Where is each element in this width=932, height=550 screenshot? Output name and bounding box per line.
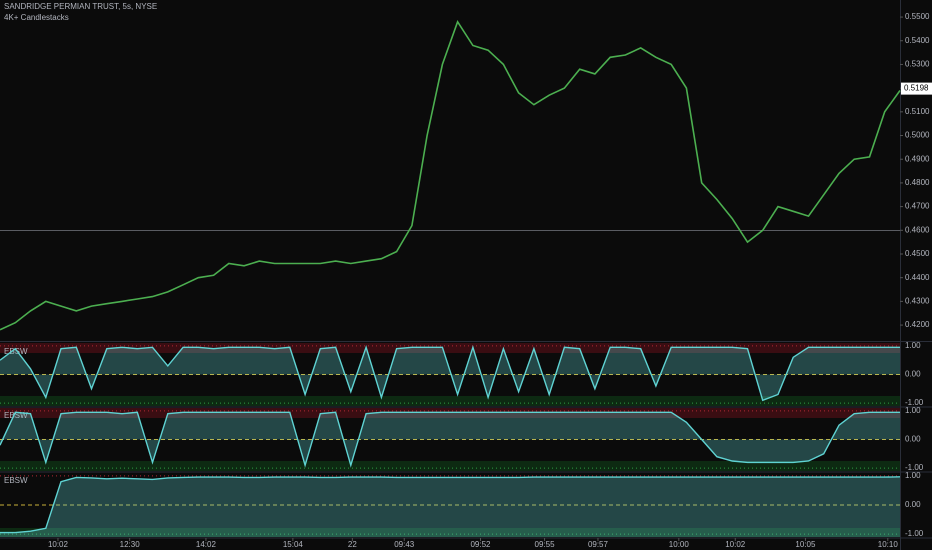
x-tick-label: 10:02: [725, 540, 746, 549]
last-price-box: [901, 82, 932, 95]
y-tick-label: 1.00: [905, 406, 921, 415]
y-tick-label: -1.00: [905, 529, 924, 538]
lower-band: [0, 461, 900, 471]
oscillator-line: [0, 344, 900, 402]
y-tick-label: 0.00: [905, 500, 921, 509]
x-tick-label: 14:02: [196, 540, 217, 549]
x-tick-label: 12:30: [120, 540, 141, 549]
lower-band: [0, 396, 900, 406]
y-tick-label: 0.4800: [905, 178, 930, 187]
x-tick-label: 22: [348, 540, 357, 549]
upper-band: [0, 343, 900, 353]
y-tick-label: 0.4400: [905, 273, 930, 282]
pane-title: EBSW: [4, 347, 28, 356]
x-tick-label: 09:57: [588, 540, 609, 549]
price-line: [0, 20, 901, 331]
y-tick-label: 0.4600: [905, 225, 930, 234]
area-fill: [0, 347, 900, 401]
oscillator-line: [0, 411, 900, 468]
x-tick-label: 10:02: [48, 540, 69, 549]
y-tick-label: 0.5300: [905, 60, 930, 69]
area-fill: [0, 476, 900, 537]
x-tick-label: 10:05: [795, 540, 816, 549]
y-tick-label: 0.4700: [905, 202, 930, 211]
x-tick-label: 15:04: [283, 540, 304, 549]
pane-title: EBSW: [4, 476, 28, 485]
x-tick-label: 10:10: [878, 540, 899, 549]
last-price-label: 0.5198: [904, 84, 929, 93]
y-tick-label: 0.00: [905, 370, 921, 379]
chart-title: SANDRIDGE PERMIAN TRUST, 5s, NYSE: [4, 2, 157, 11]
area-fill: [0, 412, 900, 466]
x-tick-label: 09:55: [535, 540, 556, 549]
y-tick-label: -1.00: [905, 398, 924, 407]
x-tick-label: 09:43: [394, 540, 415, 549]
y-tick-label: 0.4300: [905, 296, 930, 305]
lower-band: [0, 528, 900, 537]
pane-title: EBSW: [4, 411, 28, 420]
y-tick-label: 0.4200: [905, 320, 930, 329]
y-tick-label: 0.5000: [905, 131, 930, 140]
y-tick-label: -1.00: [905, 463, 924, 472]
x-tick-label: 09:52: [470, 540, 491, 549]
y-tick-label: 0.00: [905, 435, 921, 444]
y-tick-label: 0.4500: [905, 249, 930, 258]
oscillator-line: [0, 476, 901, 534]
y-tick-label: 0.5100: [905, 107, 930, 116]
x-tick-label: 10:00: [669, 540, 690, 549]
y-tick-label: 0.5500: [905, 12, 930, 21]
y-tick-label: 0.5400: [905, 36, 930, 45]
y-tick-label: 0.4900: [905, 154, 930, 163]
y-tick-label: 1.00: [905, 341, 921, 350]
chart-subtitle: 4K+ Candlestacks: [4, 13, 69, 22]
y-tick-label: 1.00: [905, 471, 921, 480]
